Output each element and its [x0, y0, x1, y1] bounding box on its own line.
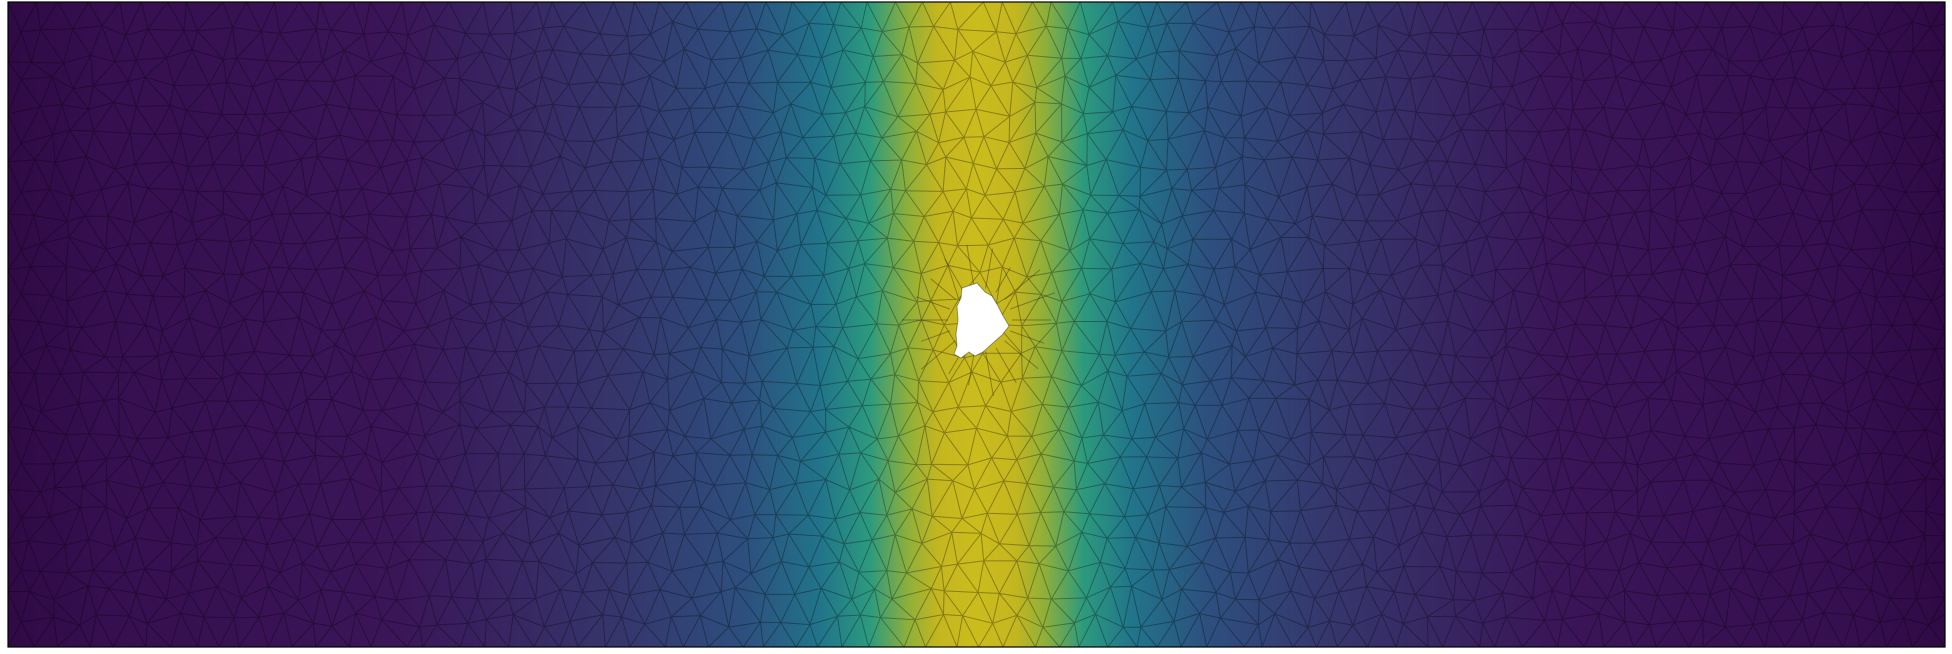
- mesh-edges: [8, 2, 1945, 647]
- mesh-wireframe: [8, 2, 1945, 647]
- hole-refinement-edges: [902, 244, 1056, 397]
- domain-border: [7, 1, 1946, 648]
- hole: [953, 282, 1010, 359]
